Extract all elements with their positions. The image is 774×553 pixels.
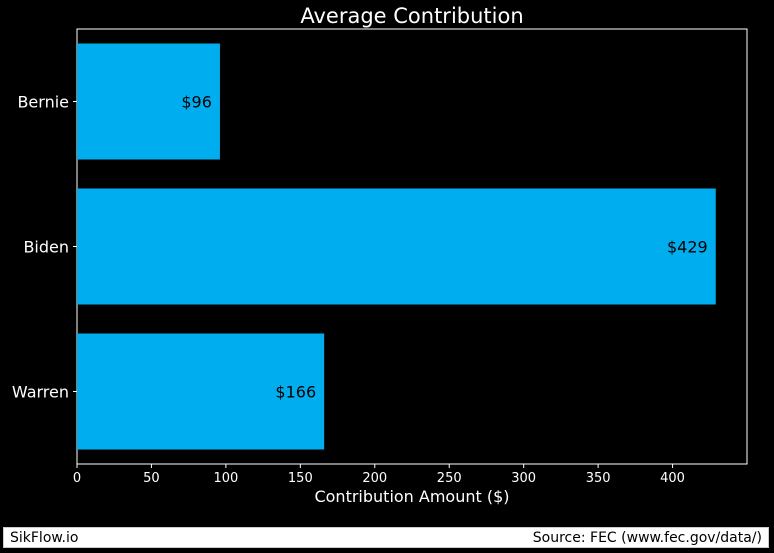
data-label-biden: $429 [667, 238, 708, 257]
x-tick-label: 400 [660, 471, 685, 486]
y-tick-label-bernie: Bernie [17, 93, 69, 112]
chart-title: Average Contribution [300, 4, 523, 28]
x-tick-label: 200 [362, 471, 387, 486]
bar-biden [77, 188, 716, 305]
x-tick-label: 250 [437, 471, 462, 486]
x-tick-label: 350 [586, 471, 611, 486]
x-tick-label: 300 [511, 471, 536, 486]
bar-warren [77, 333, 325, 450]
y-tick-label-warren: Warren [12, 383, 69, 402]
bar-bernie [77, 43, 220, 160]
footer-brand: SikFlow.io [10, 529, 79, 546]
footer-source: Source: FEC (www.fec.gov/data/) [532, 529, 762, 546]
x-tick-label: 0 [73, 471, 81, 486]
x-axis-label: Contribution Amount ($) [314, 487, 509, 506]
x-tick-label: 50 [143, 471, 160, 486]
x-tick-label: 150 [288, 471, 313, 486]
data-label-warren: $166 [275, 383, 316, 402]
footer-bar: SikFlow.io Source: FEC (www.fec.gov/data… [3, 527, 769, 548]
y-tick-label-biden: Biden [23, 238, 69, 257]
x-tick-label: 100 [213, 471, 238, 486]
data-label-bernie: $96 [181, 93, 212, 112]
